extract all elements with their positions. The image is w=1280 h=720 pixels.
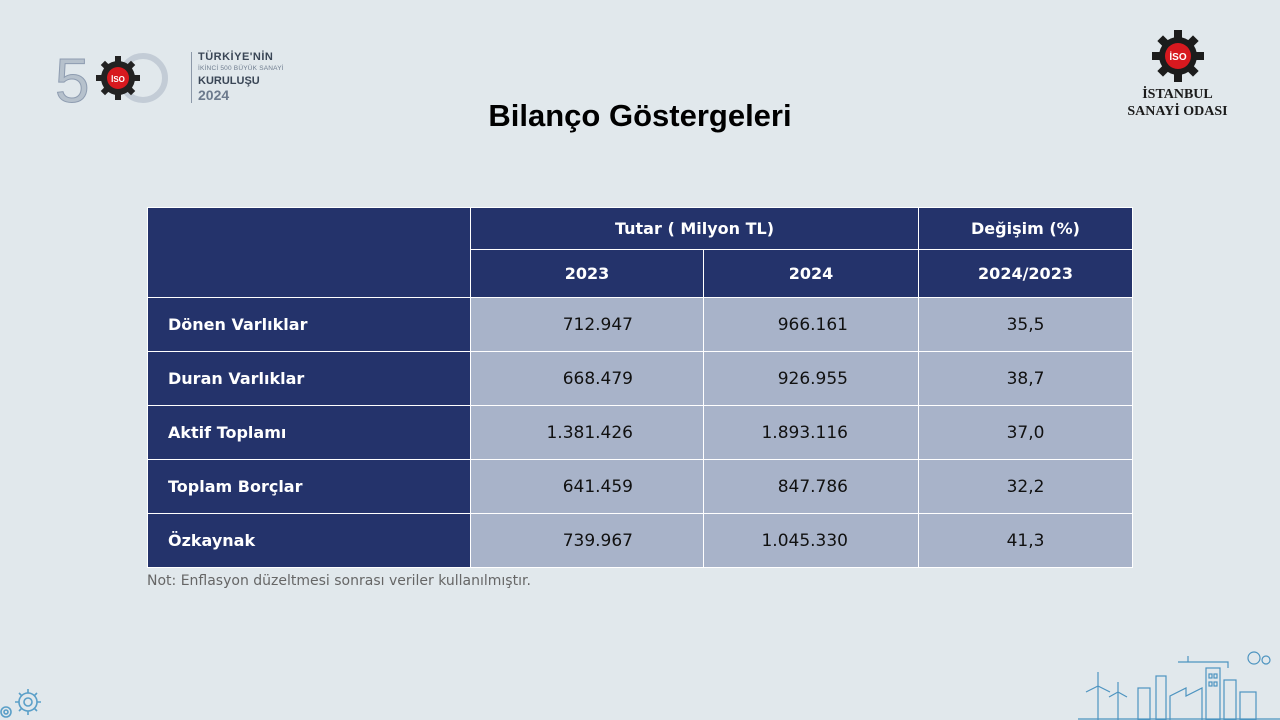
svg-text:İSO: İSO: [1169, 50, 1186, 63]
footnote: Not: Enflasyon düzeltmesi sonrası verile…: [147, 573, 531, 589]
value-2023: 739.967: [470, 513, 704, 568]
change-value: 37,0: [918, 405, 1133, 460]
value-2024: 926.955: [703, 351, 919, 406]
iso-name: İSTANBUL SANAYİ ODASI: [1110, 86, 1245, 120]
logo-500-line2: İKİNCİ 500 BÜYÜK SANAYİ: [198, 64, 284, 72]
page-title: Bilanço Göstergeleri: [488, 98, 792, 133]
table-row: Toplam Borçlar 641.459 847.786 32,2: [147, 459, 1133, 514]
iso-name-line2: SANAYİ ODASI: [1127, 104, 1228, 119]
iso-gear-icon: İSO: [1152, 30, 1204, 82]
logo-500-line3: KURULUŞU: [198, 75, 260, 88]
row-label: Toplam Borçlar: [147, 459, 471, 514]
change-value: 41,3: [918, 513, 1133, 568]
logo-500: 5 İSO TÜRKİYE'NİN İKİNCİ 500 BÜYÜK SANAY…: [55, 44, 285, 117]
change-value: 32,2: [918, 459, 1133, 514]
table-row: Duran Varlıklar 668.479 926.955 38,7: [147, 351, 1133, 406]
row-label: Duran Varlıklar: [147, 351, 471, 406]
value-2023: 1.381.426: [470, 405, 704, 460]
header-year-2024: 2024: [703, 249, 919, 298]
change-value: 38,7: [918, 351, 1133, 406]
row-label: Aktif Toplamı: [147, 405, 471, 460]
table-row: Dönen Varlıklar 712.947 966.161 35,5: [147, 297, 1133, 352]
value-2023: 712.947: [470, 297, 704, 352]
logo-500-line1: TÜRKİYE'NİN: [198, 51, 274, 63]
header-empty-cell: [147, 207, 471, 298]
header-change: Değişim (%): [918, 207, 1133, 250]
gear-icon: [0, 689, 41, 718]
header-ratio: 2024/2023: [918, 249, 1133, 298]
svg-text:5: 5: [55, 47, 89, 114]
row-label: Özkaynak: [147, 513, 471, 568]
change-value: 35,5: [918, 297, 1133, 352]
table-row: Özkaynak 739.967 1.045.330 41,3: [147, 513, 1133, 568]
row-label: Dönen Varlıklar: [147, 297, 471, 352]
factory-skyline-icon: [1078, 651, 1280, 720]
header-year-2023: 2023: [470, 249, 704, 298]
logo-500-line4: 2024: [198, 86, 230, 103]
iso-name-line1: İSTANBUL: [1142, 87, 1213, 102]
value-2024: 966.161: [703, 297, 919, 352]
logo-iso: İSO İSTANBUL SANAYİ ODASI: [1110, 28, 1245, 123]
header-amount: Tutar ( Milyon TL): [470, 207, 919, 250]
value-2024: 1.045.330: [703, 513, 919, 568]
balance-table: Tutar ( Milyon TL) Değişim (%) 2023 2024…: [147, 207, 1133, 568]
value-2023: 641.459: [470, 459, 704, 514]
value-2023: 668.479: [470, 351, 704, 406]
logo-500-text: TÜRKİYE'NİN İKİNCİ 500 BÜYÜK SANAYİ KURU…: [191, 51, 284, 103]
logo-500-numeral: 5 İSO: [55, 47, 168, 117]
value-2024: 847.786: [703, 459, 919, 514]
value-2024: 1.893.116: [703, 405, 919, 460]
table-row: Aktif Toplamı 1.381.426 1.893.116 37,0: [147, 405, 1133, 460]
svg-text:İSO: İSO: [111, 75, 125, 84]
